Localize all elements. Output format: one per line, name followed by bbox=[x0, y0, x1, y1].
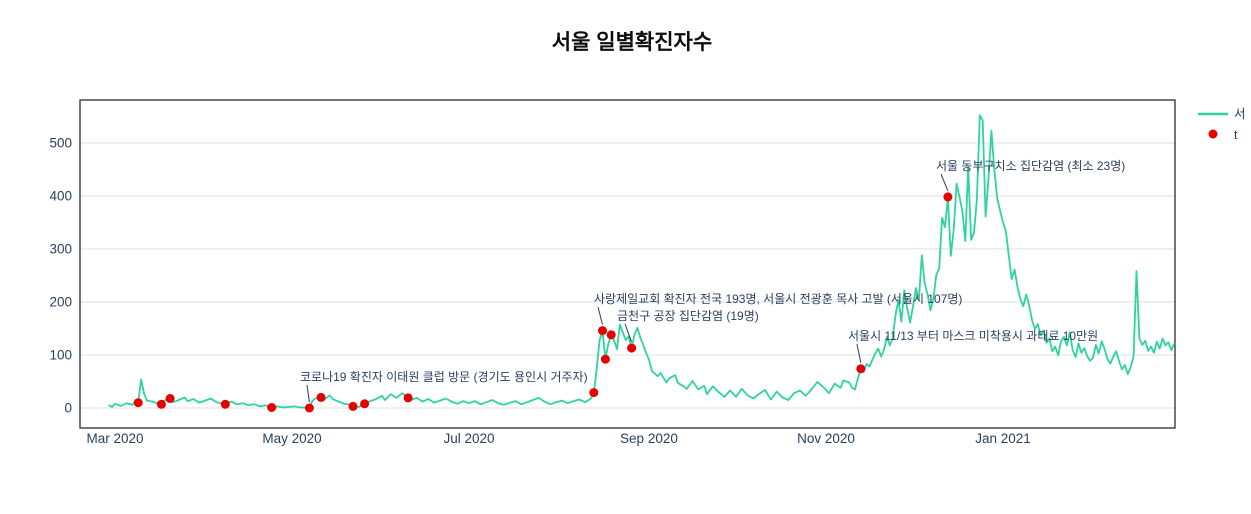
event-marker[interactable] bbox=[220, 399, 230, 409]
event-marker[interactable] bbox=[316, 392, 326, 402]
event-marker[interactable] bbox=[133, 398, 143, 408]
annotation-arrow bbox=[856, 343, 862, 363]
event-marker[interactable] bbox=[156, 399, 166, 409]
event-marker[interactable] bbox=[165, 394, 175, 403]
legend-item-cases[interactable]: 서 bbox=[1198, 107, 1246, 121]
plot-border bbox=[79, 99, 1176, 429]
event-marker[interactable] bbox=[943, 192, 953, 202]
annotation-arrow bbox=[306, 384, 310, 403]
legend-label-cases: 서 bbox=[1234, 107, 1246, 121]
y-tick-label: 100 bbox=[49, 347, 72, 362]
y-tick-label: 400 bbox=[49, 188, 72, 203]
annotation-arrow bbox=[597, 306, 603, 325]
annotation-text: 코로나19 확진자 이태원 클럽 방문 (경기도 용인시 거주자) bbox=[300, 370, 588, 384]
annotation-arrow bbox=[624, 323, 633, 343]
annotation-text: 서울시 11/13 부터 마스크 미착용시 과태료 10만원 bbox=[848, 329, 1098, 343]
event-marker[interactable] bbox=[627, 343, 637, 353]
event-marker[interactable] bbox=[348, 401, 358, 411]
annotations: 코로나19 확진자 이태원 클럽 방문 (경기도 용인시 거주자) 사랑제일교회 … bbox=[300, 159, 1125, 403]
annotation-text: 금천구 공장 집단감염 (19명) bbox=[617, 308, 759, 323]
event-marker[interactable] bbox=[589, 388, 599, 398]
event-marker[interactable] bbox=[606, 330, 616, 340]
y-tick-label: 0 bbox=[64, 401, 72, 416]
y-tick-label: 300 bbox=[49, 241, 72, 256]
scatter-marker-swatch-icon bbox=[1208, 129, 1218, 139]
gridlines bbox=[80, 142, 1175, 409]
event-marker[interactable] bbox=[598, 326, 607, 336]
annotation-text: 사랑제일교회 확진자 전국 193명, 서울시 전광훈 목사 고발 (서울시 1… bbox=[594, 292, 962, 306]
y-tick-label: 200 bbox=[49, 294, 72, 309]
x-tick-label: Jul 2020 bbox=[444, 431, 495, 446]
x-tick-label: May 2020 bbox=[262, 431, 321, 446]
event-marker[interactable] bbox=[360, 399, 370, 409]
event-marker[interactable] bbox=[856, 364, 866, 374]
legend-label-events: t bbox=[1234, 128, 1238, 142]
x-tick-label: Nov 2020 bbox=[797, 431, 855, 446]
x-axis-tick-labels: Mar 2020 May 2020 Jul 2020 Sep 2020 Nov 2020… bbox=[86, 431, 1030, 446]
event-marker[interactable] bbox=[267, 403, 277, 412]
annotation-text: 서울 동부구치소 집단감염 (최소 23명) bbox=[936, 159, 1125, 173]
event-marker[interactable] bbox=[600, 354, 610, 364]
y-tick-label: 500 bbox=[49, 135, 72, 150]
event-marker[interactable] bbox=[403, 393, 413, 403]
y-axis-tick-labels: 0 100 200 300 400 500 bbox=[49, 135, 72, 415]
legend: 서 t bbox=[1198, 107, 1246, 142]
annotation-arrow bbox=[940, 173, 949, 192]
event-markers bbox=[133, 192, 953, 413]
legend-item-events[interactable]: t bbox=[1208, 128, 1239, 142]
x-tick-label: Sep 2020 bbox=[620, 431, 678, 446]
x-tick-label: Jan 2021 bbox=[975, 431, 1031, 446]
x-tick-label: Mar 2020 bbox=[86, 431, 143, 446]
event-marker[interactable] bbox=[304, 403, 314, 413]
chart-title: 서울 일별확진자수 bbox=[552, 31, 712, 54]
